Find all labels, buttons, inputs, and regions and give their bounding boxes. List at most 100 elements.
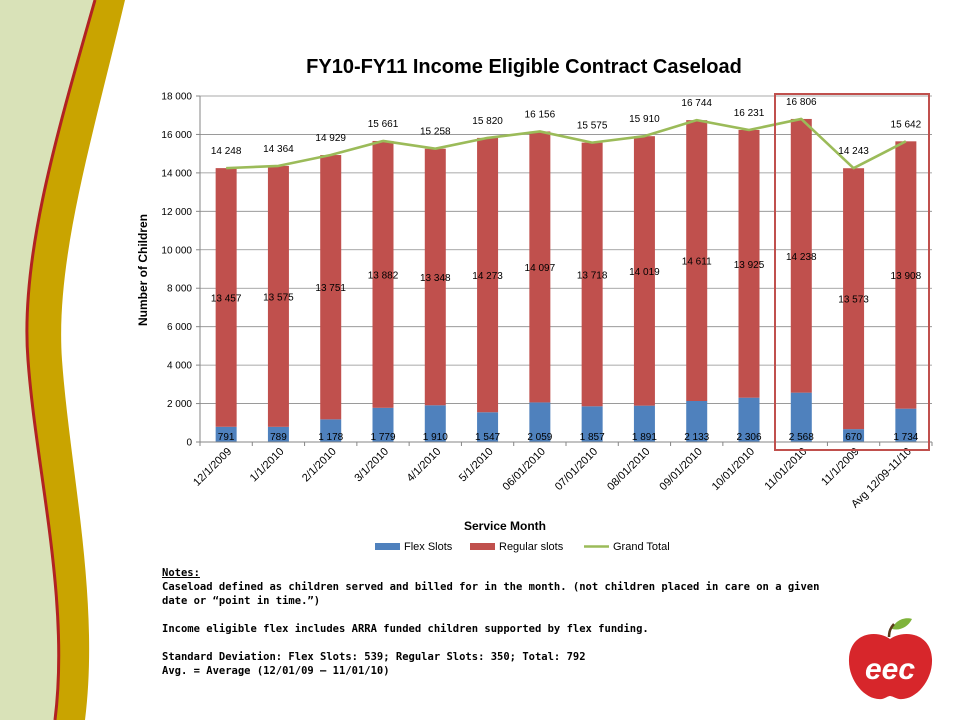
regular-slots-label: 13 348 — [420, 273, 451, 284]
regular-slots-bar — [581, 142, 603, 407]
y-axis: 0 2 000 4 000 6 000 8 000 10 000 12 000 14 000 1… — [161, 92, 201, 449]
data-labels: 791 13 457 14 248 789 13 575 14 364 1 178 13 75… — [211, 97, 922, 443]
regular-slots-bar — [267, 165, 289, 427]
x-axis: 12/1/2009 1/1/2010 2/1/2010 3/1/2010 4/1/201… — [191, 441, 933, 510]
legend-item: Grand Total — [584, 541, 670, 553]
x-axis-title: Service Month — [464, 519, 546, 533]
flex-slots-label: 2 133 — [684, 432, 709, 443]
regular-slots-label: 14 273 — [472, 271, 503, 282]
regular-slots-bar — [790, 118, 812, 393]
red-curve — [25, 0, 97, 720]
grand-total-label: 14 929 — [315, 133, 346, 144]
regular-slots-bar — [738, 130, 760, 398]
y-axis-title: Number of Children — [136, 214, 150, 326]
grand-total-label: 16 156 — [525, 109, 556, 120]
highlight-box — [774, 93, 930, 451]
flex-slots-bar — [633, 405, 655, 442]
grand-total-label: 15 820 — [472, 116, 503, 127]
regular-slots-bar — [529, 131, 551, 403]
grand-total-label: 15 661 — [368, 119, 399, 130]
flex-slots-label: 1 779 — [370, 432, 395, 443]
apple-leaf — [892, 618, 912, 630]
y-tick-label: 8 000 — [167, 284, 192, 295]
notes-flex-arra: Income eligible flex includes ARRA funde… — [162, 623, 649, 635]
x-tick-label: 4/1/2010 — [405, 446, 444, 485]
regular-slots-bar — [477, 137, 499, 413]
regular-slots-label: 13 457 — [211, 293, 242, 304]
legend-swatch — [470, 543, 495, 550]
grand-total-label: 16 806 — [786, 97, 817, 108]
regular-slots-label: 14 019 — [629, 267, 660, 278]
notes-block: Notes: Caseload defined as children serv… — [162, 566, 842, 678]
grand-total-label: 15 258 — [420, 127, 451, 138]
y-tick-label: 12 000 — [161, 207, 192, 218]
notes-heading: Notes: — [162, 567, 200, 579]
regular-slots-bar — [215, 168, 237, 427]
grand-total-label: 14 364 — [263, 144, 294, 155]
grand-total-label: 15 575 — [577, 121, 608, 132]
legend-label: Grand Total — [613, 541, 670, 553]
flex-slots-bar — [895, 408, 917, 442]
flex-slots-bar — [686, 400, 708, 442]
flex-slots-bar — [581, 406, 603, 442]
flex-slots-label: 1 547 — [475, 432, 500, 443]
x-tick-label: 5/1/2010 — [457, 446, 496, 485]
flex-slots-bar — [843, 429, 865, 442]
x-tick-label: 11/1/2009 — [819, 446, 862, 489]
flex-slots-label: 670 — [845, 432, 862, 443]
flex-slots-label: 2 306 — [736, 432, 761, 443]
x-tick-label: 10/01/2010 — [710, 446, 757, 493]
notes-standard-deviation: Standard Deviation: Flex Slots: 539; Reg… — [162, 651, 586, 663]
grand-total-label: 16 231 — [734, 108, 765, 119]
chart-title: FY10-FY11 Income Eligible Contract Casel… — [306, 56, 742, 78]
x-tick-label: 09/01/2010 — [657, 446, 704, 493]
x-tick-label: 3/1/2010 — [352, 446, 391, 485]
flex-slots-bar — [790, 392, 812, 442]
eec-logo-text: eec — [865, 653, 915, 686]
regular-slots-label: 13 575 — [263, 292, 294, 303]
regular-slots-label: 13 925 — [734, 260, 765, 271]
flex-slots-bar — [267, 426, 289, 442]
regular-slots-label: 13 882 — [368, 270, 399, 281]
caseload-chart: FY10-FY11 Income Eligible Contract Casel… — [136, 56, 933, 553]
flex-slots-label: 2 059 — [527, 432, 552, 443]
cream-band — [0, 0, 95, 720]
grand-total-label: 14 243 — [838, 146, 869, 157]
regular-slots-bar — [320, 155, 342, 420]
x-tick-label: 08/01/2010 — [605, 446, 652, 493]
flex-slots-bar — [529, 402, 551, 442]
regular-slots-label: 13 751 — [315, 283, 346, 294]
x-tick-label: 11/01/2010 — [763, 446, 810, 493]
legend-label: Flex Slots — [404, 541, 453, 553]
regular-slots-label: 13 573 — [838, 295, 869, 306]
y-tick-label: 18 000 — [161, 92, 192, 103]
y-tick-label: 16 000 — [161, 130, 192, 141]
regular-slots-label: 13 718 — [577, 270, 608, 281]
regular-slots-label: 13 908 — [891, 271, 922, 282]
grand-total-line — [226, 117, 907, 170]
eec-logo: eec — [848, 618, 933, 700]
x-tick-label: 2/1/2010 — [300, 446, 339, 485]
legend: Flex Slots Regular slots Grand Total — [375, 541, 670, 553]
flex-slots-bar — [215, 426, 237, 442]
legend-item: Flex Slots — [375, 541, 453, 553]
decorative-side-curves — [0, 0, 125, 720]
flex-slots-label: 2 568 — [789, 432, 814, 443]
regular-slots-bar — [686, 120, 708, 401]
legend-swatch — [375, 543, 400, 550]
y-tick-label: 6 000 — [167, 322, 192, 333]
x-tick-label: 07/01/2010 — [553, 446, 600, 493]
regular-slots-bar — [895, 141, 917, 409]
y-tick-label: 0 — [186, 438, 192, 449]
grand-total-line-path — [226, 117, 907, 170]
legend-item: Regular slots — [470, 541, 564, 553]
flex-slots-label: 1 910 — [423, 432, 448, 443]
regular-slots-bar — [843, 168, 865, 430]
y-tick-label: 2 000 — [167, 399, 192, 410]
flex-slots-label: 789 — [270, 432, 287, 443]
bars — [215, 118, 917, 442]
y-tick-label: 10 000 — [161, 245, 192, 256]
grand-total-label: 15 642 — [891, 119, 922, 130]
x-tick-label: 12/1/2009 — [191, 446, 234, 489]
